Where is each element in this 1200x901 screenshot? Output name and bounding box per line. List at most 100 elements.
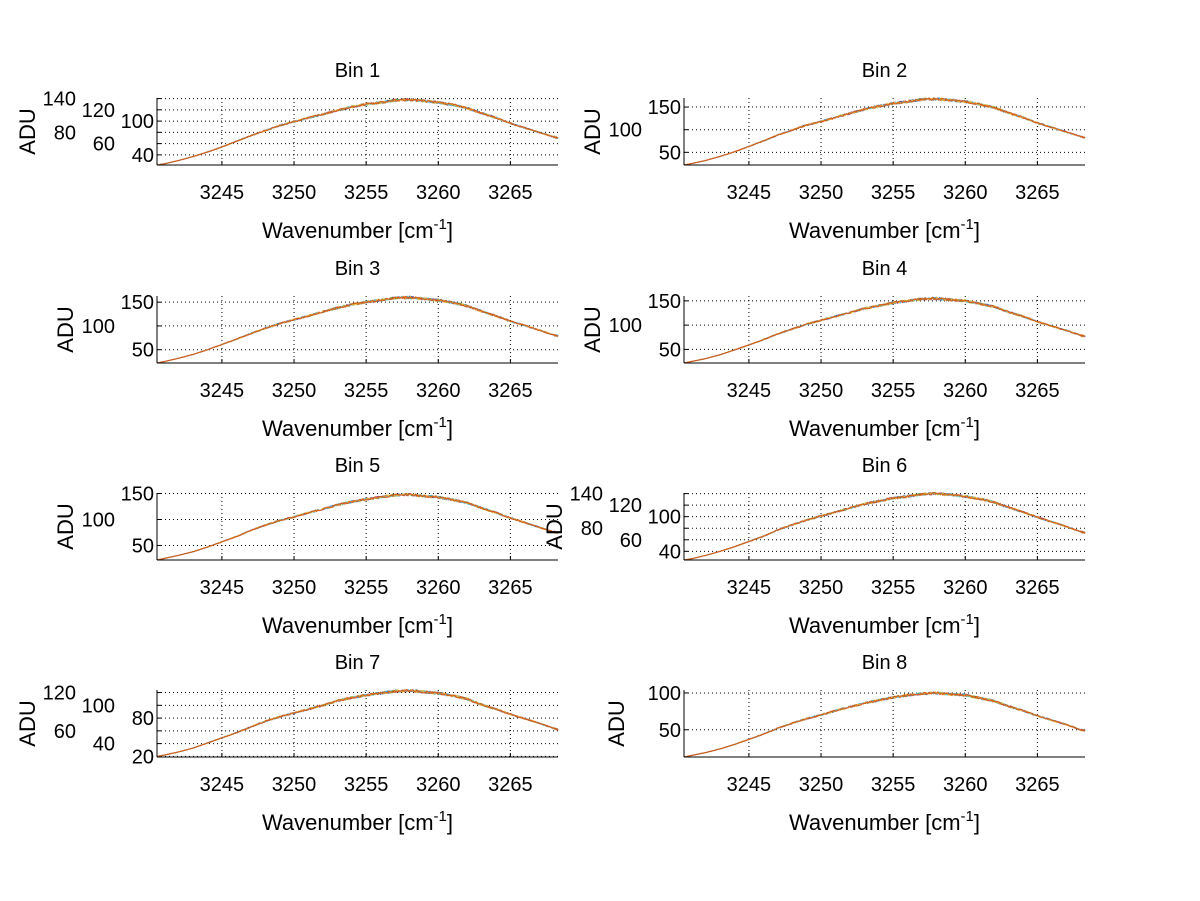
y-tick-label: 150	[648, 291, 681, 313]
x-axis-label-text: Wavenumber [cm	[262, 810, 434, 835]
x-tick-label: 3260	[416, 774, 461, 796]
y-tick-label: 60	[54, 721, 76, 743]
x-axis-label-text: Wavenumber [cm	[789, 613, 961, 638]
x-axis-label-superscript: -1	[434, 414, 447, 431]
data-series-line	[156, 689, 559, 757]
data-series-line	[683, 296, 1086, 364]
x-axis-label: Wavenumber [cm-1]	[262, 611, 453, 638]
x-tick-label: 3255	[344, 182, 389, 204]
data-series-line	[683, 691, 1086, 758]
y-axis-label: ADU	[53, 503, 78, 549]
x-axis-label-end: ]	[974, 218, 980, 243]
y-tick-label: 100	[648, 683, 681, 705]
y-tick-label: 120	[609, 495, 642, 517]
x-tick-label: 3260	[943, 774, 988, 796]
data-series-line	[683, 97, 1086, 166]
data-series-line	[683, 296, 1086, 364]
x-tick-label: 3260	[416, 380, 461, 402]
x-axis-label: Wavenumber [cm-1]	[789, 414, 980, 441]
x-tick-label: 3250	[799, 774, 844, 796]
x-axis-label: Wavenumber [cm-1]	[262, 414, 453, 441]
y-tick-label: 50	[659, 720, 681, 742]
data-series-line	[683, 691, 1086, 758]
x-axis-label-text: Wavenumber [cm	[262, 416, 434, 441]
x-tick-label: 3265	[1015, 380, 1060, 402]
x-axis-label-superscript: -1	[434, 216, 447, 233]
x-tick-label: 3260	[943, 182, 988, 204]
x-tick-label: 3255	[871, 380, 916, 402]
subplot-bin-2: 3245 3250 3255 3260 3265 50 100 150 Bin 2 ADU Wave…	[580, 60, 1086, 243]
y-tick-label: 100	[609, 120, 642, 142]
x-tick-label: 3265	[488, 182, 533, 204]
x-tick-label: 3255	[344, 774, 389, 796]
y-tick-label: 140	[43, 89, 76, 111]
data-series-line	[683, 296, 1086, 364]
subplot-title: Bin 2	[862, 60, 908, 82]
x-axis-label: Wavenumber [cm-1]	[789, 216, 980, 243]
x-tick-label: 3260	[416, 182, 461, 204]
data-series-line	[156, 295, 559, 364]
subplot-title: Bin 1	[335, 60, 381, 82]
x-axis-label-superscript: -1	[434, 611, 447, 628]
subplot-title: Bin 7	[335, 652, 381, 674]
data-series-line	[683, 491, 1085, 561]
data-series-line	[156, 493, 559, 561]
x-tick-label: 3250	[272, 380, 317, 402]
data-series-line	[683, 97, 1086, 166]
data-series-line	[683, 691, 1086, 758]
data-series-line	[156, 688, 559, 757]
x-tick-label: 3250	[272, 182, 317, 204]
x-tick-label: 3245	[727, 577, 772, 599]
y-tick-label: 60	[93, 134, 115, 156]
subplot-bin-3: 3245 3250 3255 3260 3265 50 100 150 Bin 3 ADU Wave…	[53, 258, 559, 441]
y-tick-label: 60	[620, 530, 642, 552]
y-tick-label: 150	[121, 292, 154, 314]
x-tick-label: 3250	[799, 182, 844, 204]
y-axis-label: ADU	[15, 108, 40, 154]
x-tick-label: 3245	[727, 774, 772, 796]
x-axis-label-end: ]	[974, 416, 980, 441]
y-tick-label: 40	[132, 145, 154, 167]
x-tick-label: 3265	[488, 577, 533, 599]
y-tick-label: 40	[659, 541, 681, 563]
data-series-line	[683, 97, 1086, 166]
data-series-line	[683, 492, 1086, 561]
x-axis-label-end: ]	[447, 810, 453, 835]
data-series-line	[156, 689, 559, 757]
data-series-line	[156, 492, 559, 561]
x-tick-label: 3265	[1015, 774, 1060, 796]
subplot-bin-5: 3245 3250 3255 3260 3265 50 100 150 Bin 5 ADU Wave…	[53, 455, 559, 638]
x-axis-label-superscript: -1	[434, 808, 447, 825]
subplot-title: Bin 8	[862, 652, 908, 674]
y-tick-label: 140	[570, 484, 603, 506]
x-tick-label: 3265	[1015, 577, 1060, 599]
subplot-title: Bin 5	[335, 455, 381, 477]
y-tick-label: 100	[82, 509, 115, 531]
y-axis-label: ADU	[604, 700, 629, 746]
x-tick-label: 3265	[1015, 182, 1060, 204]
x-axis-label-text: Wavenumber [cm	[262, 218, 434, 243]
x-tick-label: 3245	[727, 380, 772, 402]
y-tick-label: 80	[54, 122, 76, 144]
data-series-line	[156, 492, 559, 561]
y-tick-label: 80	[132, 708, 154, 730]
y-tick-label: 20	[132, 746, 154, 768]
data-series-line	[156, 97, 559, 166]
data-series-line	[683, 691, 1086, 758]
x-axis-label-superscript: -1	[961, 414, 974, 431]
data-series-line	[683, 492, 1086, 561]
y-axis-label: ADU	[580, 306, 605, 352]
x-axis-label: Wavenumber [cm-1]	[789, 611, 980, 638]
data-series-line	[156, 493, 559, 561]
y-tick-label: 150	[121, 484, 154, 506]
subplot-bin-7: 3245 3250 3255 3260 3265 20 40 60 80 100 120 Bin 7 A…	[15, 652, 559, 835]
subplot-title: Bin 3	[335, 258, 381, 280]
x-axis-label-text: Wavenumber [cm	[789, 810, 961, 835]
y-axis-label: ADU	[580, 108, 605, 154]
x-tick-label: 3250	[799, 380, 844, 402]
y-tick-label: 40	[93, 734, 115, 756]
x-tick-label: 3260	[943, 577, 988, 599]
subplot-title: Bin 4	[862, 258, 908, 280]
y-tick-label: 100	[121, 111, 154, 133]
